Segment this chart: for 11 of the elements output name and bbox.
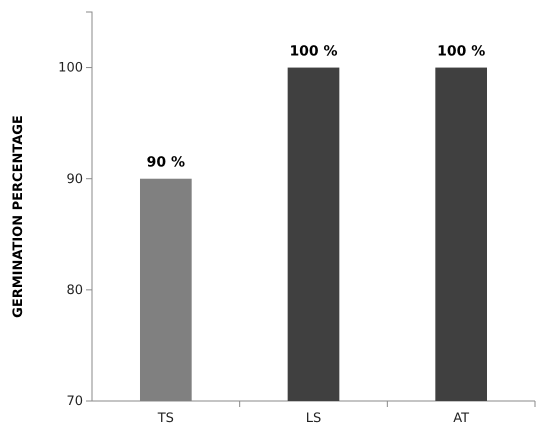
data-label: 100 % (289, 44, 338, 60)
y-axis-title: GERMINATION PERCENTAGE (11, 115, 26, 318)
x-tick-label: TS (156, 411, 174, 426)
data-label: 90 % (146, 154, 186, 171)
y-tick-label: 70 (66, 394, 83, 410)
x-tick-label: AT (453, 411, 470, 426)
data-label: 100 % (437, 44, 486, 60)
x-tick-label: LS (306, 411, 322, 426)
y-tick-label: 90 (66, 172, 83, 187)
y-tick-label: 100 (58, 60, 83, 76)
y-tick-label: 80 (66, 283, 83, 298)
